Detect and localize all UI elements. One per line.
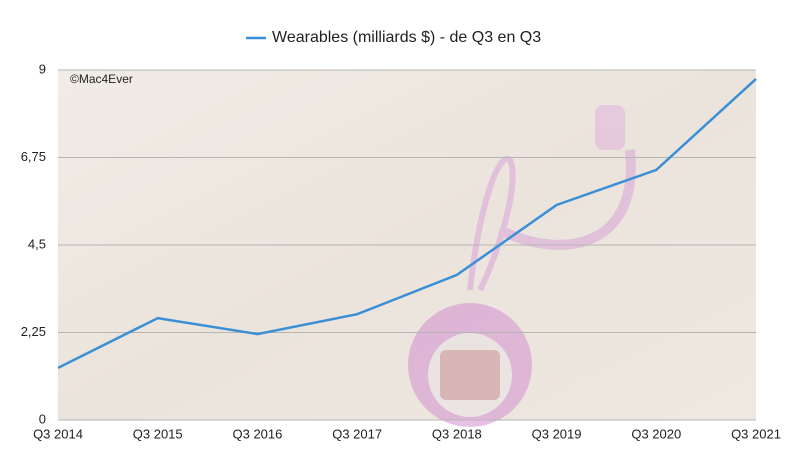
x-tick-label: Q3 2017 (332, 426, 382, 441)
x-tick-label: Q3 2015 (133, 426, 183, 441)
x-tick-label: Q3 2019 (532, 426, 582, 441)
y-tick-label: 9 (39, 61, 46, 76)
x-tick-label: Q3 2021 (731, 426, 781, 441)
y-tick-label: 4,5 (28, 236, 46, 251)
x-tick-label: Q3 2014 (33, 426, 83, 441)
y-tick-label: 0 (39, 411, 46, 426)
y-tick-label: 2,25 (21, 324, 46, 339)
legend-label: Wearables (milliards $) - de Q3 en Q3 (272, 29, 541, 46)
x-tick-label: Q3 2016 (232, 426, 282, 441)
y-tick-label: 6,75 (21, 149, 46, 164)
background-photo (408, 105, 636, 427)
x-tick-label: Q3 2020 (631, 426, 681, 441)
annotation: ©Mac4Ever (70, 72, 133, 86)
x-tick-label: Q3 2018 (432, 426, 482, 441)
line-series (57, 78, 757, 370)
